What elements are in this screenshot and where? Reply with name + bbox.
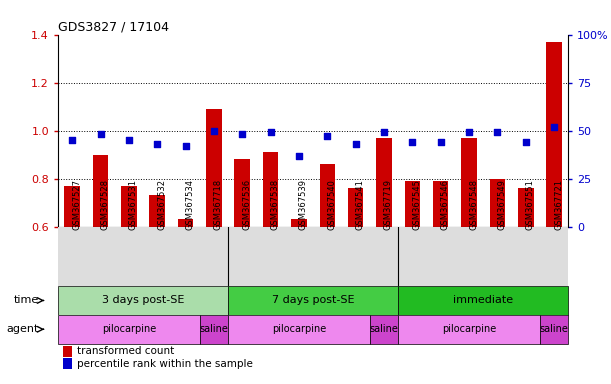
Bar: [121, 186, 137, 371]
Point: [238, 131, 247, 137]
Text: GSM367536: GSM367536: [243, 179, 251, 230]
Text: GSM367528: GSM367528: [101, 179, 109, 230]
Bar: [546, 42, 562, 371]
Point: [379, 129, 389, 136]
Bar: [63, 346, 72, 357]
Point: [266, 129, 276, 136]
Bar: [489, 179, 505, 371]
Point: [96, 131, 106, 137]
Text: GSM367719: GSM367719: [384, 179, 393, 230]
Point: [209, 127, 219, 134]
Bar: [58, 286, 228, 315]
Text: GSM367541: GSM367541: [356, 179, 365, 230]
Point: [294, 152, 304, 159]
Text: 3 days post-SE: 3 days post-SE: [102, 295, 185, 306]
Point: [436, 139, 445, 145]
Bar: [228, 315, 370, 344]
Text: GSM367538: GSM367538: [271, 179, 280, 230]
Bar: [404, 181, 420, 371]
Bar: [263, 152, 279, 371]
Text: GDS3827 / 17104: GDS3827 / 17104: [58, 20, 169, 33]
Text: GSM367532: GSM367532: [157, 179, 166, 230]
Text: GSM367546: GSM367546: [441, 179, 450, 230]
Point: [67, 137, 77, 143]
Bar: [398, 286, 568, 315]
Bar: [320, 164, 335, 371]
Bar: [178, 219, 194, 371]
Point: [152, 141, 162, 147]
Text: pilocarpine: pilocarpine: [442, 324, 496, 334]
Point: [408, 139, 417, 145]
Text: 7 days post-SE: 7 days post-SE: [272, 295, 354, 306]
Text: percentile rank within the sample: percentile rank within the sample: [78, 359, 254, 369]
Text: GSM367527: GSM367527: [72, 179, 81, 230]
Bar: [518, 188, 533, 371]
Text: GSM367545: GSM367545: [412, 179, 422, 230]
Text: immediate: immediate: [453, 295, 513, 306]
Text: GSM367718: GSM367718: [214, 179, 223, 230]
Text: saline: saline: [540, 324, 568, 334]
Bar: [200, 315, 228, 344]
Point: [492, 129, 502, 136]
Bar: [398, 315, 540, 344]
Text: agent: agent: [6, 324, 38, 334]
Text: pilocarpine: pilocarpine: [272, 324, 326, 334]
Bar: [348, 188, 364, 371]
Bar: [228, 286, 398, 315]
Bar: [235, 159, 250, 371]
Bar: [58, 315, 200, 344]
Bar: [93, 155, 108, 371]
Point: [323, 133, 332, 139]
Point: [124, 137, 134, 143]
Text: saline: saline: [370, 324, 398, 334]
Point: [351, 141, 360, 147]
Point: [464, 129, 474, 136]
Text: GSM367539: GSM367539: [299, 179, 308, 230]
Text: pilocarpine: pilocarpine: [102, 324, 156, 334]
Text: GSM367534: GSM367534: [186, 179, 194, 230]
Text: GSM367551: GSM367551: [525, 179, 535, 230]
Text: time: time: [13, 295, 38, 306]
Bar: [370, 315, 398, 344]
Point: [181, 143, 191, 149]
Text: GSM367540: GSM367540: [327, 179, 336, 230]
Bar: [461, 138, 477, 371]
Bar: [540, 315, 568, 344]
Bar: [64, 186, 80, 371]
Bar: [150, 195, 165, 371]
Point: [521, 139, 530, 145]
Text: saline: saline: [200, 324, 229, 334]
Text: GSM367549: GSM367549: [497, 179, 507, 230]
Text: GSM367548: GSM367548: [469, 179, 478, 230]
Bar: [206, 109, 222, 371]
Bar: [433, 181, 448, 371]
Point: [549, 124, 559, 130]
Text: transformed count: transformed count: [78, 346, 175, 356]
Bar: [291, 219, 307, 371]
Text: GSM367721: GSM367721: [554, 179, 563, 230]
Text: GSM367531: GSM367531: [129, 179, 138, 230]
Bar: [63, 358, 72, 369]
Bar: [376, 138, 392, 371]
